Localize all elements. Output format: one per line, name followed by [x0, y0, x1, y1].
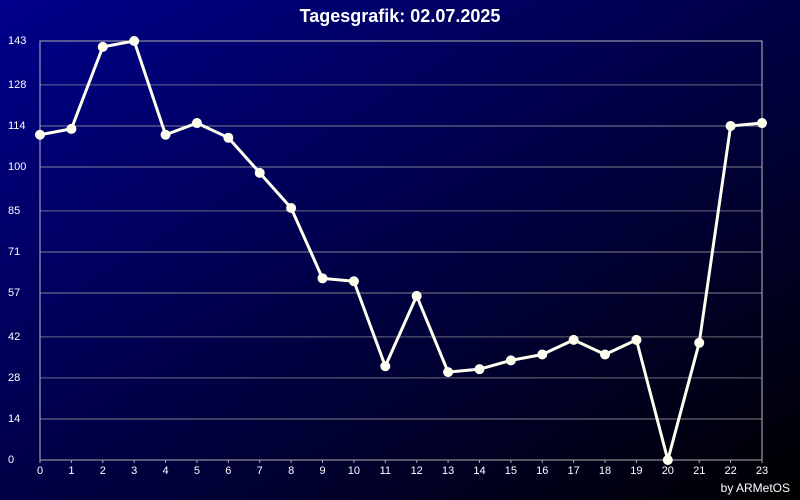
x-tick-label: 22 — [724, 465, 736, 477]
data-point — [35, 129, 45, 140]
x-tick-label: 1 — [68, 465, 74, 477]
data-point — [600, 349, 611, 360]
x-tick-label: 20 — [662, 465, 674, 477]
data-point — [191, 118, 202, 129]
x-tick-label: 19 — [630, 465, 642, 477]
x-tick-label: 15 — [505, 465, 517, 477]
x-tick-label: 21 — [693, 465, 705, 477]
data-point — [631, 334, 642, 345]
chart-title: Tagesgrafik: 02.07.2025 — [300, 6, 501, 26]
x-tick-label: 3 — [131, 465, 137, 477]
data-point — [568, 334, 579, 345]
data-point — [411, 290, 422, 301]
y-tick-label: 114 — [8, 120, 26, 132]
data-point — [380, 361, 391, 372]
x-tick-label: 14 — [473, 465, 485, 477]
x-tick-label: 23 — [756, 465, 768, 477]
x-tick-label: 6 — [225, 465, 231, 477]
data-point — [129, 36, 140, 46]
x-tick-label: 10 — [348, 465, 360, 477]
y-tick-label: 42 — [8, 331, 20, 343]
data-point — [66, 123, 77, 134]
data-point — [537, 349, 548, 360]
data-point — [694, 337, 705, 348]
data-point — [317, 273, 328, 284]
y-tick-label: 128 — [8, 79, 26, 91]
y-tick-label: 57 — [8, 287, 20, 299]
y-tick-label: 85 — [8, 205, 20, 217]
data-point — [286, 203, 297, 214]
x-tick-label: 13 — [442, 465, 454, 477]
data-point — [757, 118, 767, 129]
data-line — [39, 39, 763, 462]
data-point — [505, 355, 516, 366]
footer: by ARMetOS — [721, 481, 790, 495]
x-tick-label: 11 — [380, 465, 391, 477]
x-tick-label: 5 — [194, 465, 200, 477]
data-point — [223, 132, 234, 143]
y-tick-label: 0 — [8, 454, 14, 466]
data-point — [348, 276, 359, 287]
y-tick-label: 143 — [8, 35, 26, 47]
x-tick-label: 2 — [100, 465, 106, 477]
y-tick-label: 71 — [8, 246, 20, 258]
y-tick-label: 14 — [8, 413, 20, 425]
x-tick-label: 18 — [599, 465, 611, 477]
x-tick-label: 8 — [288, 465, 294, 477]
x-tick-label: 17 — [568, 465, 580, 477]
x-tick-label: 12 — [411, 465, 423, 477]
x-tick-label: 16 — [536, 465, 548, 477]
data-point — [725, 120, 736, 131]
data-point — [662, 455, 673, 465]
x-tick-label: 4 — [163, 465, 169, 477]
data-point — [474, 364, 485, 375]
y-tick-label: 28 — [8, 372, 20, 384]
x-tick-label: 0 — [37, 465, 43, 477]
data-point — [160, 129, 171, 140]
data-point — [97, 41, 108, 52]
data-point — [254, 167, 265, 178]
data-point — [443, 367, 454, 378]
x-tick-label: 7 — [257, 465, 263, 477]
x-tick-label: 9 — [319, 465, 325, 477]
y-tick-label: 100 — [8, 161, 26, 173]
